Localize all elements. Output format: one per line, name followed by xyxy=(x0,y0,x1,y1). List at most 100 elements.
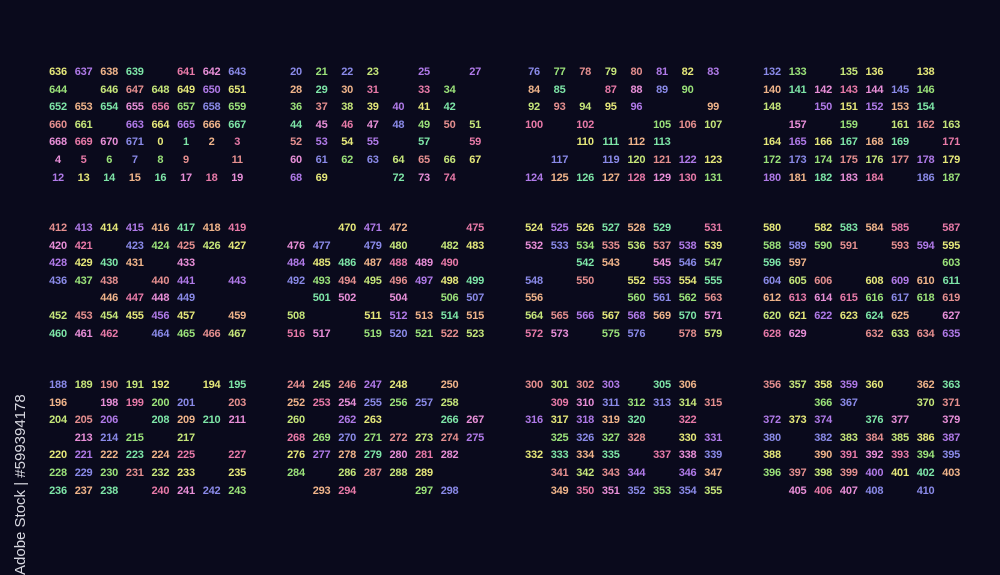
number-cell: 47 xyxy=(366,118,379,131)
number-cell: 252 xyxy=(287,396,305,409)
number-cell: 519 xyxy=(363,327,382,340)
number-cell: 273 xyxy=(415,431,433,444)
number-cell: 174 xyxy=(814,154,833,166)
number-cell: 393 xyxy=(891,449,909,462)
number-row: 140 141 142 143 144 145 146 xyxy=(759,82,969,99)
number-cell: 657 xyxy=(177,101,195,114)
number-cell: 512 xyxy=(389,310,408,322)
number-cell: 360 xyxy=(865,379,884,391)
number-cell: 132 xyxy=(763,66,781,78)
number-cell: 201 xyxy=(177,396,195,409)
number-row: 110 111 112 113 xyxy=(521,134,731,151)
number-cell: 431 xyxy=(125,257,144,270)
number-cell: 339 xyxy=(704,449,723,462)
number-cell: 221 xyxy=(74,449,93,462)
number-cell: 399 xyxy=(839,467,858,479)
number-cell: 55 xyxy=(366,136,379,149)
number-cell: 655 xyxy=(125,101,144,114)
number-cell: 617 xyxy=(891,292,909,305)
number-cell: 350 xyxy=(576,484,595,497)
number-cell: 13 xyxy=(77,171,90,184)
number-cell: 614 xyxy=(814,292,833,305)
number-cell: 492 xyxy=(287,274,305,287)
number-row: 316 317 318 319 320 322 xyxy=(521,412,731,429)
number-cell: 603 xyxy=(942,257,961,270)
number-cell: 59 xyxy=(469,136,482,149)
number-cell: 90 xyxy=(681,83,694,96)
number-cell: 25 xyxy=(418,66,430,78)
number-row: 636 637 638 639 641 642 643 xyxy=(45,64,255,81)
number-cell: 488 xyxy=(389,257,408,270)
number-cell: 475 xyxy=(466,222,485,234)
number-cell: 279 xyxy=(363,449,382,462)
number-cell: 660 xyxy=(49,118,67,131)
number-cell: 211 xyxy=(228,414,246,427)
number-row: 60 61 62 63 64 65 66 67 xyxy=(283,152,493,169)
number-cell: 77 xyxy=(553,66,566,78)
number-cell: 254 xyxy=(338,396,357,409)
number-row: 501 502 504 506 507 xyxy=(283,290,493,307)
number-cell: 585 xyxy=(891,222,909,234)
number-cell: 653 xyxy=(74,101,93,114)
number-cell: 159 xyxy=(839,118,858,131)
number-cell: 102 xyxy=(576,118,595,131)
number-cell: 255 xyxy=(363,396,382,409)
number-row: 405 406 407 408 410 xyxy=(759,483,969,500)
number-cell: 643 xyxy=(228,66,247,78)
number-cell: 357 xyxy=(788,379,807,391)
number-cell: 338 xyxy=(678,449,697,462)
number-cell: 36 xyxy=(290,101,302,114)
number-cell: 294 xyxy=(338,484,357,497)
number-row: 124 125 126 127 128 129 130 131 xyxy=(521,170,731,187)
number-cell: 119 xyxy=(602,154,620,166)
number-cell: 330 xyxy=(678,431,697,444)
number-cell: 534 xyxy=(576,239,595,252)
number-cell: 470 xyxy=(338,222,357,234)
number-cell: 112 xyxy=(627,136,645,149)
number-row: 366 367 370 371 xyxy=(759,395,969,412)
number-cell: 8 xyxy=(157,154,164,166)
number-cell: 392 xyxy=(865,449,884,462)
number-cell: 406 xyxy=(814,484,833,497)
number-cell: 49 xyxy=(418,118,430,131)
number-row: 228 229 230 231 232 233 235 xyxy=(45,465,255,482)
number-cell: 526 xyxy=(576,222,595,234)
number-cell: 580 xyxy=(763,222,781,234)
number-cell: 326 xyxy=(576,431,595,444)
number-row: 180 181 182 183 184 186 187 xyxy=(759,170,969,187)
number-cell: 34 xyxy=(443,83,456,96)
number-cell: 538 xyxy=(678,239,697,252)
number-cell: 635 xyxy=(942,327,961,340)
number-cell: 397 xyxy=(788,467,807,479)
number-cell: 359 xyxy=(839,379,858,391)
number-cell: 560 xyxy=(627,292,646,305)
number-cell: 522 xyxy=(440,327,459,340)
number-row: 628 629 632 633 634 635 xyxy=(759,326,969,343)
number-cell: 482 xyxy=(440,239,459,252)
number-cell: 668 xyxy=(49,136,67,149)
number-cell: 433 xyxy=(177,257,195,270)
number-cell: 646 xyxy=(100,83,119,96)
number-cell: 358 xyxy=(814,379,833,391)
number-row: 92 93 94 95 96 99 xyxy=(521,99,731,116)
number-cell: 309 xyxy=(550,396,569,409)
number-cell: 289 xyxy=(415,467,433,479)
number-cell: 363 xyxy=(942,379,961,391)
number-cell: 164 xyxy=(763,136,781,149)
number-cell: 391 xyxy=(839,449,858,462)
number-cell: 45 xyxy=(315,118,328,131)
number-cell: 124 xyxy=(525,171,543,184)
number-cell: 513 xyxy=(415,310,433,322)
number-cell: 649 xyxy=(177,83,195,96)
number-cell: 467 xyxy=(228,327,247,340)
number-cell: 83 xyxy=(707,66,720,78)
number-cell: 150 xyxy=(814,101,833,114)
number-cell: 402 xyxy=(916,467,935,479)
number-cell: 293 xyxy=(312,484,331,497)
number-cell: 661 xyxy=(74,118,93,131)
number-cell: 355 xyxy=(704,484,723,497)
number-cell: 133 xyxy=(788,66,807,78)
number-cell: 39 xyxy=(366,101,379,114)
number-cell: 300 xyxy=(525,379,543,391)
number-cell: 167 xyxy=(839,136,858,149)
